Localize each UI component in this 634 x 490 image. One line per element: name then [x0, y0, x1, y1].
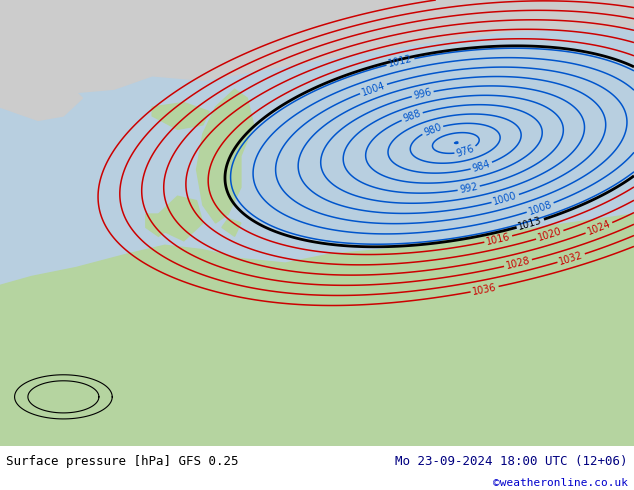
Text: 980: 980 — [422, 122, 443, 138]
Text: 1028: 1028 — [505, 255, 531, 271]
Polygon shape — [197, 89, 254, 223]
Polygon shape — [0, 0, 634, 94]
Text: 1012: 1012 — [387, 54, 413, 69]
Text: 976: 976 — [455, 143, 476, 159]
Text: Surface pressure [hPa] GFS 0.25: Surface pressure [hPa] GFS 0.25 — [6, 455, 239, 468]
Text: 1004: 1004 — [360, 80, 387, 98]
Text: 1000: 1000 — [492, 191, 519, 207]
Text: 996: 996 — [413, 87, 433, 101]
Text: 992: 992 — [459, 182, 479, 195]
Polygon shape — [0, 214, 634, 446]
Text: 988: 988 — [402, 108, 422, 124]
Text: 1013: 1013 — [517, 215, 543, 232]
Polygon shape — [222, 219, 241, 236]
Text: 1016: 1016 — [485, 232, 512, 247]
Text: 1020: 1020 — [536, 226, 563, 244]
Text: 1036: 1036 — [472, 282, 498, 296]
Polygon shape — [158, 196, 203, 241]
Text: ©weatheronline.co.uk: ©weatheronline.co.uk — [493, 478, 628, 489]
Text: Mo 23-09-2024 18:00 UTC (12+06): Mo 23-09-2024 18:00 UTC (12+06) — [395, 455, 628, 468]
Polygon shape — [146, 214, 171, 236]
Text: 984: 984 — [471, 158, 492, 173]
Text: 1024: 1024 — [586, 219, 612, 237]
Text: 1008: 1008 — [527, 199, 553, 217]
Polygon shape — [0, 76, 82, 121]
Polygon shape — [152, 102, 209, 129]
Text: 1032: 1032 — [558, 250, 585, 267]
